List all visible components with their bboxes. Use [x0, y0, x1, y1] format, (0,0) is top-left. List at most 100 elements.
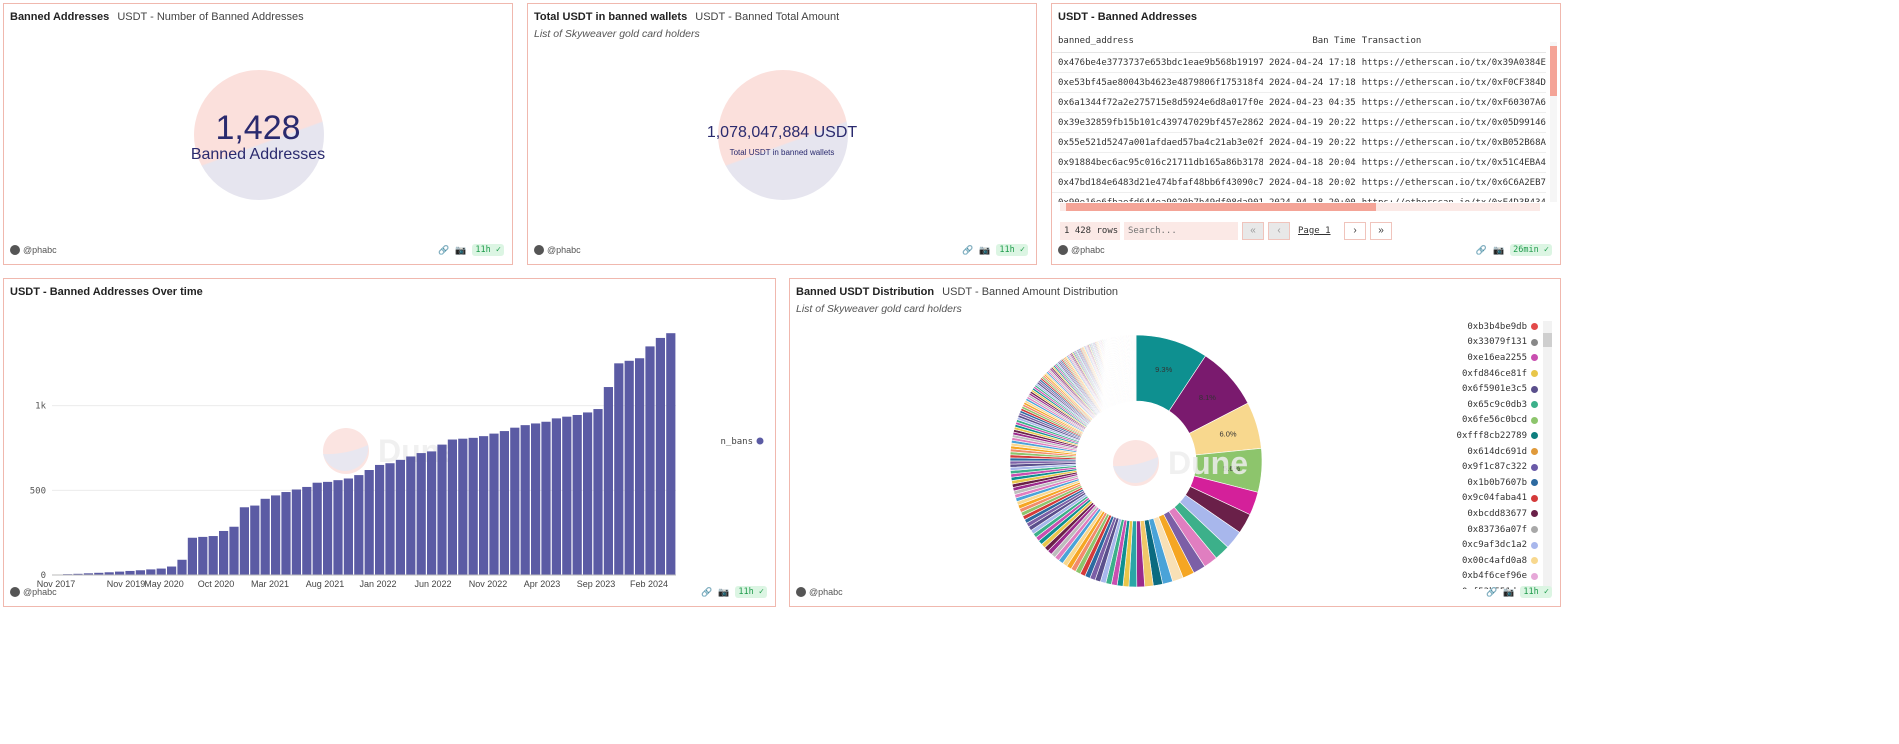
table-cell[interactable]: https://etherscan.io/tx/0xE4D3B43414F63: [1355, 192, 1546, 202]
bar[interactable]: [187, 537, 197, 575]
bar[interactable]: [198, 536, 208, 575]
legend-item[interactable]: 0x33079f131: [1418, 335, 1538, 351]
legend-item[interactable]: 0xb3b4be9db: [1418, 319, 1538, 335]
horizontal-scrollbar[interactable]: [1060, 203, 1540, 211]
bar[interactable]: [395, 459, 405, 575]
camera-icon[interactable]: 📷: [979, 244, 991, 255]
bar[interactable]: [146, 569, 156, 575]
prev-page-button[interactable]: ‹: [1268, 222, 1290, 240]
table-cell[interactable]: https://etherscan.io/tx/0x39A0384E22807: [1355, 52, 1546, 73]
panel-title[interactable]: Banned USDT Distribution: [796, 286, 935, 298]
bar[interactable]: [551, 418, 561, 575]
panel-title[interactable]: Total USDT in banned wallets: [534, 11, 688, 23]
bar[interactable]: [364, 470, 374, 575]
link-icon[interactable]: 🔗: [1485, 586, 1498, 597]
bar[interactable]: [437, 444, 447, 575]
table-cell[interactable]: https://etherscan.io/tx/0xF0CF384D51BC2: [1355, 72, 1546, 93]
bar[interactable]: [208, 536, 218, 575]
refresh-age-badge[interactable]: 26min ✓: [1510, 244, 1552, 256]
bar[interactable]: [333, 480, 343, 575]
horizontal-scrollbar-thumb[interactable]: [1066, 203, 1376, 211]
bar[interactable]: [510, 427, 520, 575]
bar[interactable]: [531, 423, 541, 575]
bar[interactable]: [323, 481, 333, 575]
pie-legend[interactable]: 0xb3b4be9db 0x33079f131 0xe16ea2255 0xfd846…: [1418, 319, 1538, 589]
bar[interactable]: [229, 526, 239, 575]
legend-item[interactable]: 0xc9af3dc1a2: [1418, 537, 1538, 553]
bar[interactable]: [156, 568, 166, 575]
bar[interactable]: [354, 475, 364, 575]
bar[interactable]: [593, 409, 603, 575]
bar[interactable]: [447, 439, 457, 575]
bar[interactable]: [219, 530, 229, 575]
vertical-scrollbar[interactable]: [1550, 42, 1557, 202]
bar[interactable]: [541, 421, 551, 575]
bar[interactable]: [427, 451, 437, 575]
bar[interactable]: [104, 572, 114, 575]
bar[interactable]: [499, 431, 509, 575]
bar[interactable]: [385, 463, 395, 575]
legend-scrollbar[interactable]: [1543, 321, 1552, 589]
table-row[interactable]: 0x55e521d5247a001afdaed57ba4c21ab3e02f08…: [1052, 132, 1546, 153]
legend-item[interactable]: 0xfd846ce81f: [1418, 366, 1538, 382]
bar[interactable]: [312, 482, 322, 575]
bar[interactable]: [603, 387, 613, 575]
bar[interactable]: [624, 360, 634, 575]
avatar[interactable]: [10, 587, 20, 597]
panel-subtitle[interactable]: USDT - Banned Total Amount: [695, 11, 840, 23]
legend-item[interactable]: 0x6fe56c0bcd: [1418, 413, 1538, 429]
legend-item[interactable]: 0x83736a07f: [1418, 522, 1538, 538]
legend-item[interactable]: 0x614dc691d: [1418, 444, 1538, 460]
legend-item[interactable]: 0xb4f6cef96e: [1418, 569, 1538, 585]
table-row[interactable]: 0x90e16e6fbaefd644ea9020b7b49df08da90118…: [1052, 192, 1546, 202]
refresh-age-badge[interactable]: 11h ✓: [996, 244, 1028, 256]
legend-item[interactable]: 0xe16ea2255: [1418, 350, 1538, 366]
bar[interactable]: [489, 433, 499, 575]
panel-subtitle[interactable]: USDT - Banned Amount Distribution: [942, 286, 1119, 298]
link-icon[interactable]: 🔗: [700, 586, 713, 597]
legend-item[interactable]: 0xbcdd83677: [1418, 506, 1538, 522]
avatar[interactable]: [10, 245, 20, 255]
camera-icon[interactable]: 📷: [1492, 244, 1505, 255]
table-cell[interactable]: https://etherscan.io/tx/0x6C6A2EB7F769A: [1355, 172, 1546, 193]
table-cell[interactable]: https://etherscan.io/tx/0x05D991467616C: [1355, 112, 1546, 133]
next-page-button[interactable]: ›: [1344, 222, 1366, 240]
table-cell[interactable]: https://etherscan.io/tx/0xF60307A65FA90: [1355, 92, 1546, 113]
column-header[interactable]: Ban Time: [1263, 30, 1356, 53]
column-header[interactable]: Transaction: [1355, 30, 1546, 53]
table-cell[interactable]: https://etherscan.io/tx/0x51C4EBA4A57C7: [1355, 152, 1546, 173]
first-page-button[interactable]: «: [1242, 222, 1264, 240]
bar[interactable]: [125, 570, 135, 575]
bar[interactable]: [562, 416, 572, 575]
bar[interactable]: [583, 412, 593, 575]
author-name[interactable]: @phabc: [547, 245, 581, 255]
bar[interactable]: [645, 346, 655, 575]
panel-title[interactable]: Banned Addresses: [10, 11, 110, 23]
bar[interactable]: [177, 559, 187, 575]
author-name[interactable]: @phabc: [1071, 245, 1105, 255]
panel-title[interactable]: USDT - Banned Addresses: [1058, 11, 1197, 23]
table-row[interactable]: 0xe53bf45ae80043b4623e4879806f175318f460…: [1052, 72, 1546, 93]
legend-scrollbar-thumb[interactable]: [1543, 333, 1552, 347]
bar[interactable]: [375, 464, 385, 575]
legend-item[interactable]: 0x1b0b7607b: [1418, 475, 1538, 491]
table-row[interactable]: 0x91884bec6ac95c016c21711db165a86b317886…: [1052, 152, 1546, 173]
table-row[interactable]: 0x47bd184e6483d21e474bfaf48bb6f43090c731…: [1052, 172, 1546, 193]
table-viewport[interactable]: banned_address Ban Time Transaction 0x476b…: [1052, 30, 1546, 202]
camera-icon[interactable]: 📷: [1503, 586, 1515, 597]
bar[interactable]: [115, 571, 125, 575]
table-row[interactable]: 0x39e32859fb15b101c439747029bf457e2862d5…: [1052, 112, 1546, 133]
avatar[interactable]: [534, 245, 544, 255]
camera-icon[interactable]: 📷: [718, 586, 730, 597]
table-search-input[interactable]: [1124, 222, 1238, 240]
refresh-age-badge[interactable]: 11h ✓: [735, 586, 767, 598]
bar[interactable]: [479, 436, 489, 575]
link-icon[interactable]: 🔗: [961, 244, 974, 255]
bar[interactable]: [614, 363, 624, 575]
bar[interactable]: [655, 337, 665, 575]
bar[interactable]: [271, 495, 281, 575]
avatar[interactable]: [796, 587, 806, 597]
bar[interactable]: [239, 507, 249, 575]
legend-item[interactable]: 0xfff8cb22789: [1418, 428, 1538, 444]
page-indicator[interactable]: Page 1: [1298, 226, 1331, 236]
